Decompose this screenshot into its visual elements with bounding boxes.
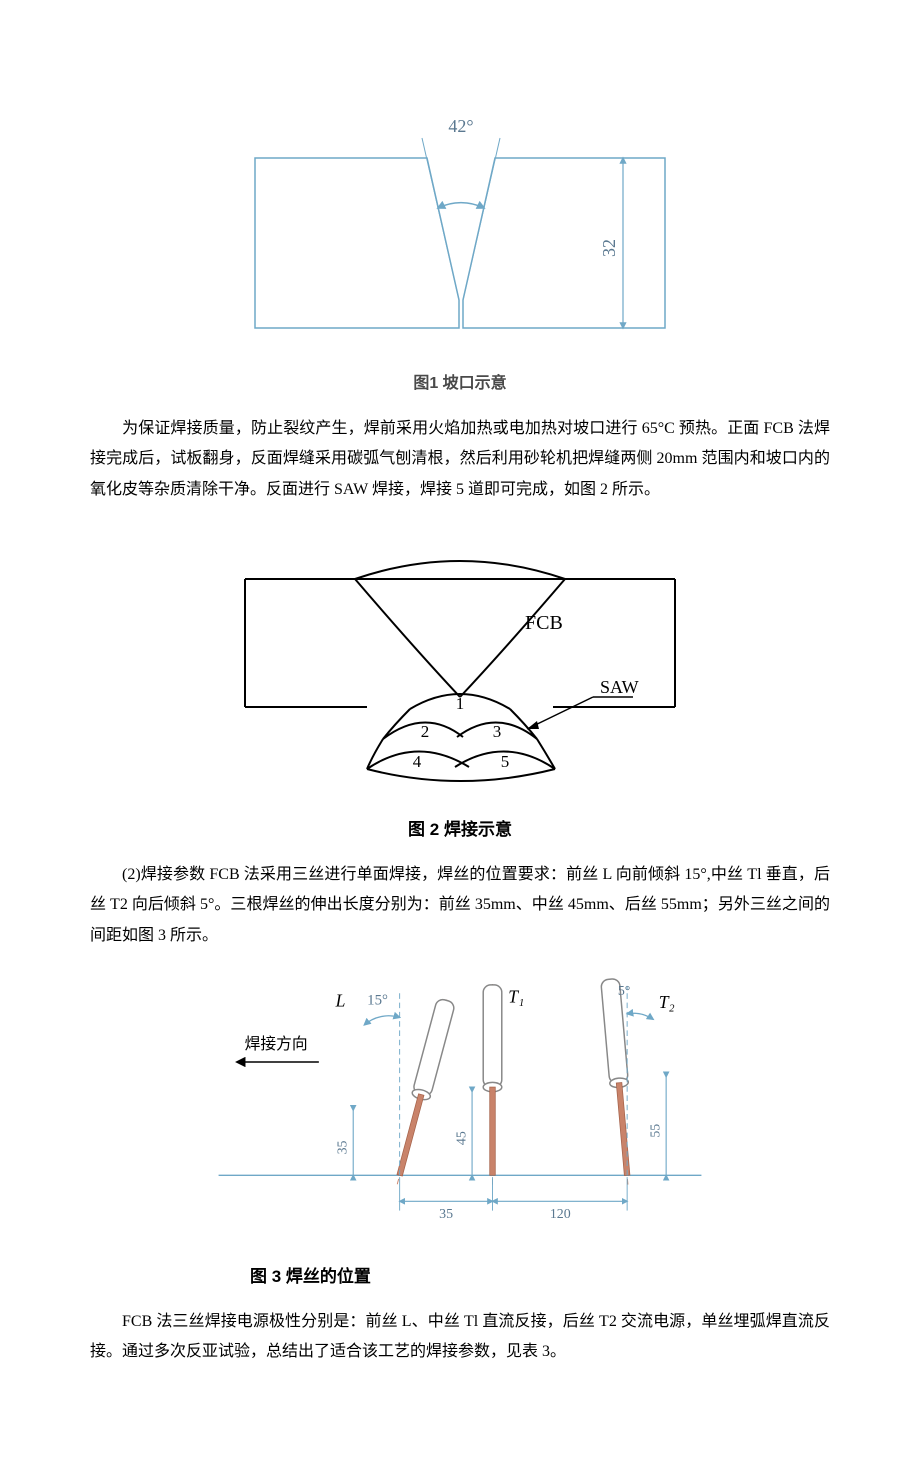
stickout-t1: 45: [455, 1131, 470, 1145]
figure-2-caption: 图 2 焊接示意: [90, 814, 830, 846]
paragraph-2-text: (2)焊接参数 FCB 法采用三丝进行单面焊接，焊丝的位置要求：前丝 L 向前倾…: [90, 866, 830, 944]
wire-t1-label: T₁: [508, 987, 524, 1007]
height-label: 32: [599, 239, 619, 257]
pass-5: 5: [501, 752, 510, 771]
groove-diagram: 42° 32: [245, 100, 675, 350]
paragraph-1: 为保证焊接质量，防止裂纹产生，焊前采用火焰加热或电加热对坡口进行 65°C 预热…: [90, 414, 830, 505]
weld-direction-label: 焊接方向: [245, 1035, 308, 1053]
wire-l-label: L: [335, 990, 346, 1010]
paragraph-2: (2)焊接参数 FCB 法采用三丝进行单面焊接，焊丝的位置要求：前丝 L 向前倾…: [90, 860, 830, 951]
stickout-t2: 55: [649, 1124, 664, 1138]
figure-3-caption: 图 3 焊丝的位置: [90, 1261, 830, 1293]
pass-3: 3: [493, 722, 502, 741]
wire-t2-label: T₂: [659, 992, 675, 1012]
saw-label: SAW: [600, 677, 639, 697]
paragraph-1-text: 为保证焊接质量，防止裂纹产生，焊前采用火焰加热或电加热对坡口进行 65°C 预热…: [90, 420, 830, 498]
fcb-label: FCB: [525, 612, 563, 634]
paragraph-3-text: FCB 法三丝焊接电源极性分别是：前丝 L、中丝 Tl 直流反接，后丝 T2 交…: [90, 1313, 830, 1360]
angle-l: 15°: [367, 993, 388, 1009]
gap-l-t1: 35: [439, 1207, 453, 1222]
paragraph-3: FCB 法三丝焊接电源极性分别是：前丝 L、中丝 Tl 直流反接，后丝 T2 交…: [90, 1307, 830, 1368]
angle-t2: 5°: [618, 984, 631, 999]
wire-position-diagram: 焊接方向 15° L T₁: [200, 961, 720, 1241]
weld-passes-diagram: FCB 1 2 3 4 5 SAW: [225, 549, 695, 794]
figure-2: FCB 1 2 3 4 5 SAW: [90, 549, 830, 805]
figure-3: 焊接方向 15° L T₁: [90, 961, 830, 1252]
figure-1: 42° 32: [90, 100, 830, 361]
angle-label: 42°: [448, 116, 473, 136]
pass-1: 1: [456, 694, 465, 713]
stickout-l: 35: [336, 1141, 351, 1155]
figure-1-caption: 图1 坡口示意: [90, 369, 830, 399]
gap-t1-t2: 120: [550, 1207, 571, 1222]
pass-2: 2: [421, 722, 430, 741]
pass-4: 4: [413, 752, 422, 771]
